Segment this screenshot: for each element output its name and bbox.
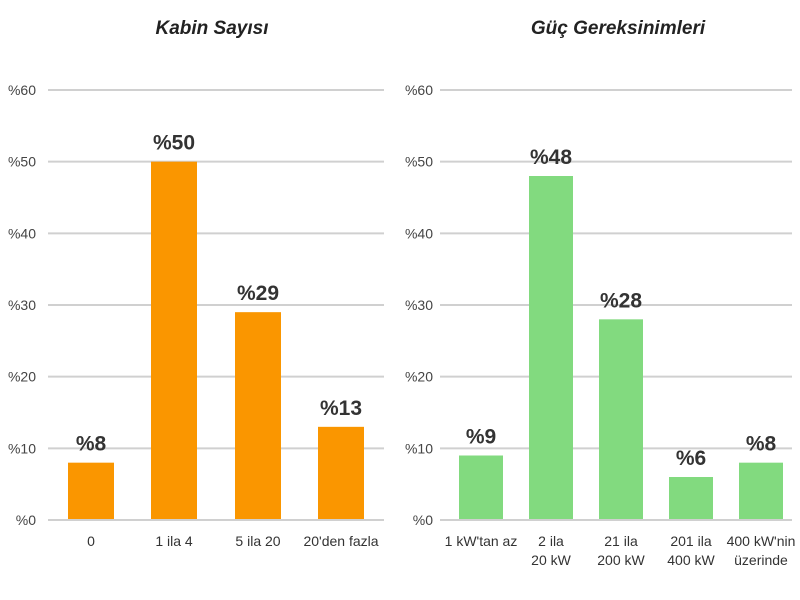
bar [151,161,197,519]
y-tick-label: %10 [8,440,36,456]
y-tick-label: %50 [405,154,433,170]
bar [739,462,783,519]
y-tick-label: %30 [405,297,433,313]
y-tick-label: %60 [405,82,433,98]
y-tick-label: %20 [405,369,433,385]
x-tick-label: 20 kW [531,552,571,568]
x-tick-label: 400 kW'nin [727,533,796,549]
bar [318,426,364,519]
y-tick-label: %50 [8,154,36,170]
x-tick-label: 21 ila [604,533,638,549]
x-tick-label: 0 [87,533,95,549]
data-label: %48 [530,146,572,169]
bar [68,462,114,519]
y-tick-label: %20 [8,369,36,385]
y-tick-label: %40 [405,225,433,241]
data-label: %8 [746,433,777,456]
x-tick-label: 1 kW'tan az [445,533,518,549]
bar [235,312,281,519]
data-label: %13 [320,397,362,420]
x-tick-label: 1 ila 4 [155,533,193,549]
chart-1: Kabin Sayısı %0 %10 %20 %30 %40 %50 %60 %8 0 %50 1 … [8,18,384,549]
x-tick-label: 200 kW [597,552,645,568]
bar [459,455,503,519]
y-tick-label: %10 [405,440,433,456]
y-tick-label: %30 [8,297,36,313]
bar [529,176,573,519]
y-tick-label: %0 [16,512,36,528]
y-tick-label: %60 [8,82,36,98]
chart-title: Kabin Sayısı [156,18,269,39]
data-label: %29 [237,282,279,305]
x-tick-label: 201 ila [670,533,711,549]
x-tick-label: 5 ila 20 [235,533,280,549]
bar [669,477,713,519]
bar [599,319,643,519]
chart-title: Güç Gereksinimleri [531,18,706,39]
data-label: %28 [600,289,642,312]
data-label: %8 [76,433,107,456]
data-label: %6 [676,447,706,470]
data-label: %9 [466,426,496,449]
x-tick-label: 400 kW [667,552,715,568]
chart-2: Güç Gereksinimleri %0 %10 %20 %30 %40 %50 %60 %9… [405,18,795,568]
y-tick-label: %40 [8,225,36,241]
x-tick-label: 20'den fazla [303,533,378,549]
data-label: %50 [153,132,195,155]
x-tick-label: üzerinde [734,552,788,568]
y-tick-label: %0 [413,512,433,528]
x-tick-label: 2 ila [538,533,564,549]
